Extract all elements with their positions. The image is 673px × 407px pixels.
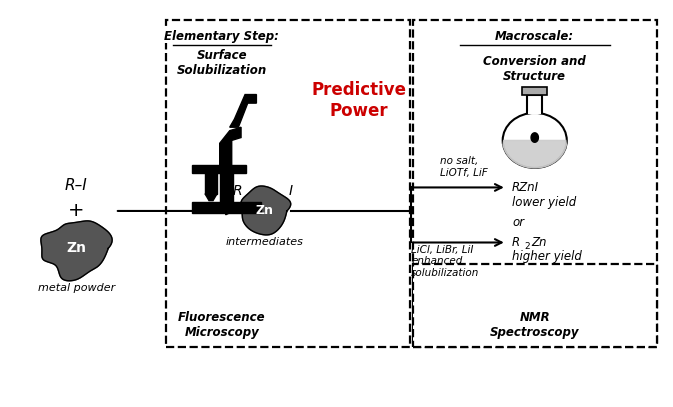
Text: I: I [289,184,293,198]
Polygon shape [41,221,112,281]
Text: R: R [233,184,242,198]
Polygon shape [241,186,291,235]
Polygon shape [219,127,241,166]
Polygon shape [503,140,567,168]
Bar [528,94,542,113]
Bar [219,166,233,202]
Text: intermediates: intermediates [225,237,304,247]
Text: metal powder: metal powder [38,283,115,293]
Text: Elementary Step:: Elementary Step: [164,30,279,43]
Text: NMR
Spectroscopy: NMR Spectroscopy [490,311,579,339]
Text: Zn: Zn [66,241,86,255]
Text: +: + [68,201,84,221]
Bar [528,111,541,114]
Text: R: R [512,236,520,249]
Text: R–I: R–I [65,177,87,193]
Text: LiCl, LiBr, LiI
enhanced
solubilization: LiCl, LiBr, LiI enhanced solubilization [411,245,480,278]
FancyBboxPatch shape [166,20,410,347]
Text: Fluorescence
Microscopy: Fluorescence Microscopy [178,311,266,339]
Text: Macroscale:: Macroscale: [495,30,574,43]
Polygon shape [205,194,217,201]
Text: Predictive
Power: Predictive Power [311,81,406,120]
Text: no salt,
LiOTf, LiF: no salt, LiOTf, LiF [440,156,488,178]
FancyBboxPatch shape [413,264,657,347]
Bar [205,173,217,194]
Text: Zn: Zn [256,204,273,217]
Bar [192,202,261,213]
Text: Surface
Solubilization: Surface Solubilization [176,49,267,77]
Polygon shape [531,133,538,142]
Text: higher yield: higher yield [512,250,582,263]
Text: Zn: Zn [532,236,547,249]
Text: lower yield: lower yield [512,196,576,209]
Text: 2: 2 [525,242,530,251]
Circle shape [503,113,567,168]
Polygon shape [229,94,256,127]
FancyBboxPatch shape [413,20,657,347]
Text: or: or [512,216,524,229]
Bar [522,87,547,94]
Bar [192,165,246,173]
Text: RZnI: RZnI [512,181,539,194]
Text: Conversion and
Structure: Conversion and Structure [483,55,586,83]
